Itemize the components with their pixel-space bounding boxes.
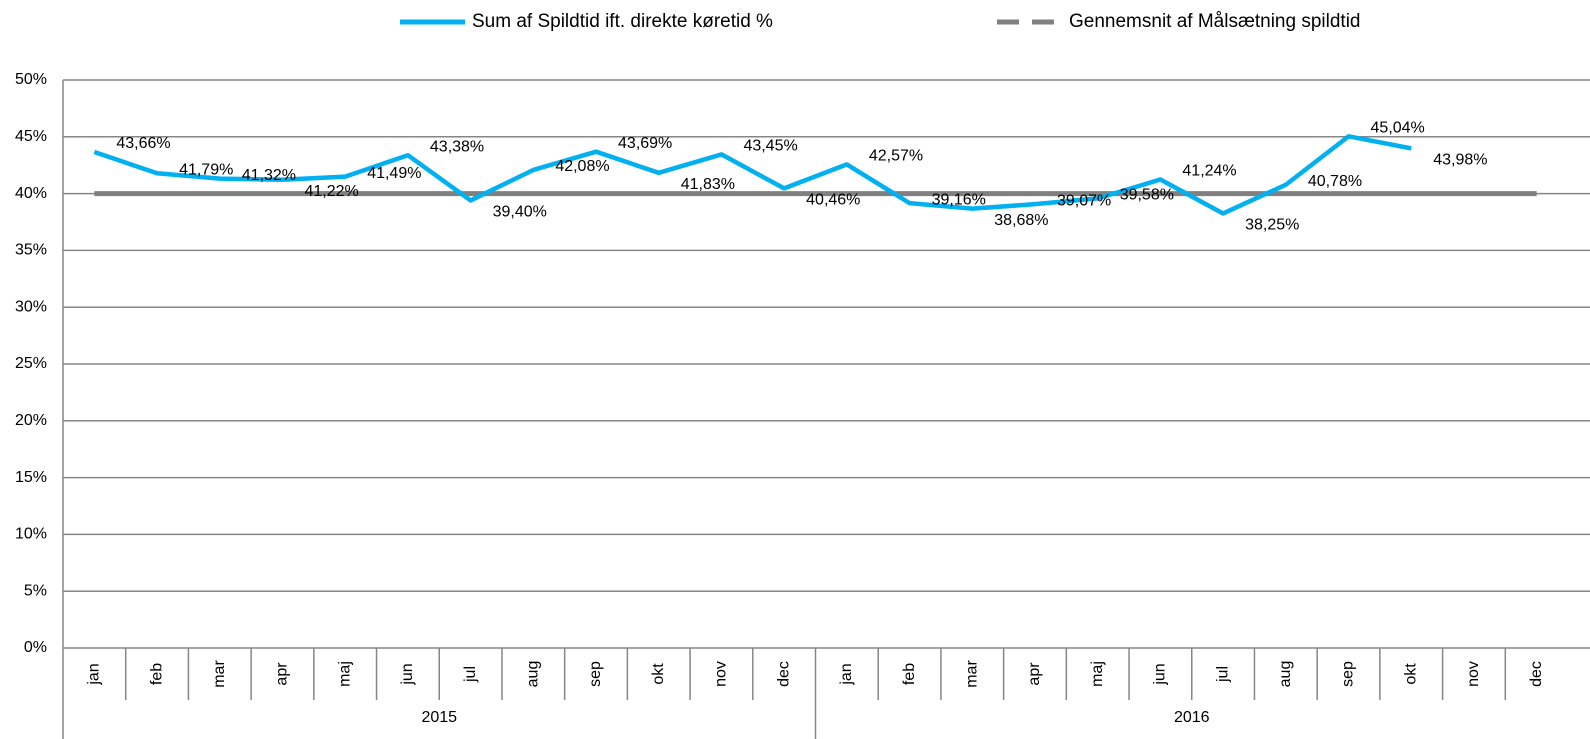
x-tick-label: feb: [148, 663, 165, 685]
x-tick-label: maj: [1089, 661, 1106, 687]
data-label: 39,58%: [1120, 187, 1174, 204]
legend-text: Gennemsnit af Målsætning spildtid: [1069, 11, 1360, 32]
x-tick-label: aug: [525, 661, 542, 688]
y-tick-label: 10%: [15, 526, 47, 543]
x-tick-label: jan: [838, 663, 855, 685]
x-tick-label: mar: [211, 660, 228, 688]
data-label: 42,08%: [555, 158, 609, 175]
x-tick-label: jan: [86, 663, 103, 685]
data-label: 43,38%: [430, 138, 484, 155]
x-tick-label: jun: [1152, 663, 1169, 685]
x-tick-label: sep: [587, 661, 604, 687]
y-tick-label: 15%: [15, 469, 47, 486]
data-label: 41,32%: [242, 167, 296, 184]
data-label: 39,16%: [932, 191, 986, 208]
data-label: 40,46%: [806, 192, 860, 209]
y-tick-label: 20%: [15, 412, 47, 429]
y-tick-label: 40%: [15, 185, 47, 202]
x-tick-label: maj: [336, 661, 353, 687]
y-tick-label: 35%: [15, 242, 47, 259]
data-label: 43,98%: [1433, 152, 1487, 169]
y-tick-label: 0%: [24, 639, 47, 656]
data-label: 41,22%: [304, 183, 358, 200]
data-label: 42,57%: [869, 148, 923, 165]
data-label: 39,07%: [1057, 192, 1111, 209]
x-tick-label: mar: [963, 660, 980, 688]
x-tick-label: apr: [274, 662, 291, 686]
year-label: 2015: [421, 709, 457, 726]
x-tick-label: okt: [1402, 663, 1419, 685]
x-tick-label: jun: [399, 663, 416, 685]
data-label: 41,24%: [1182, 163, 1236, 180]
data-label: 41,49%: [367, 165, 421, 182]
legend-text: Sum af Spildtid ift. direkte køretid %: [472, 11, 773, 32]
data-label: 38,68%: [994, 212, 1048, 229]
year-label: 2016: [1174, 709, 1210, 726]
x-tick-label: nov: [1465, 661, 1482, 687]
data-label: 41,79%: [179, 161, 233, 178]
x-tick-label: jul: [1214, 666, 1231, 683]
x-tick-label: dec: [775, 661, 792, 687]
y-tick-label: 30%: [15, 298, 47, 315]
x-tick-label: jul: [462, 666, 479, 683]
x-tick-label: aug: [1277, 661, 1294, 688]
data-label: 40,78%: [1308, 173, 1362, 190]
x-tick-label: okt: [650, 663, 667, 685]
data-label: 45,04%: [1371, 120, 1425, 137]
y-tick-label: 5%: [24, 582, 47, 599]
data-label: 43,66%: [116, 135, 170, 152]
x-tick-label: nov: [713, 661, 730, 687]
data-label: 43,69%: [618, 135, 672, 152]
data-label: 38,25%: [1245, 217, 1299, 234]
data-label: 39,40%: [493, 204, 547, 221]
y-tick-label: 50%: [15, 71, 47, 88]
data-label: 41,83%: [681, 176, 735, 193]
y-tick-label: 45%: [15, 128, 47, 145]
x-tick-label: sep: [1340, 661, 1357, 687]
x-tick-label: apr: [1026, 662, 1043, 686]
x-tick-label: feb: [901, 663, 918, 685]
data-label: 43,45%: [743, 138, 797, 155]
x-tick-label: dec: [1528, 661, 1545, 687]
y-tick-label: 25%: [15, 355, 47, 372]
series-line: [93, 134, 1412, 216]
